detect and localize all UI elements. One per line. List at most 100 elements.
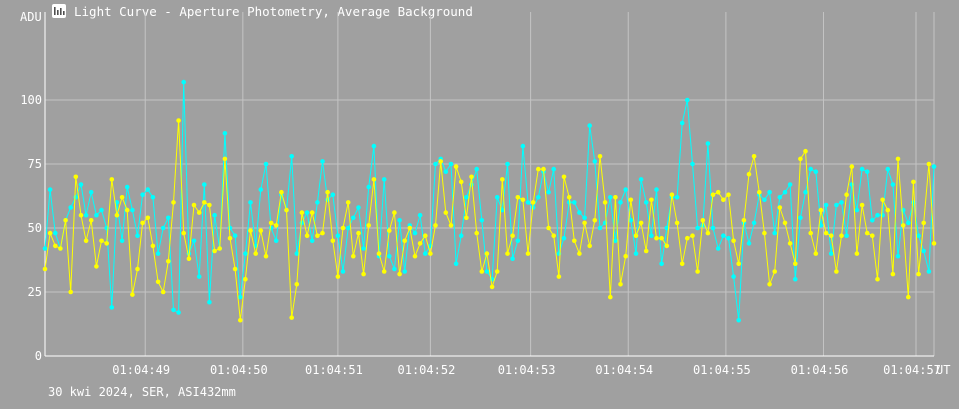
data-point-0	[227, 225, 233, 231]
chart-icon[interactable]	[52, 4, 66, 18]
data-point-1	[119, 195, 125, 200]
data-point-1	[428, 251, 433, 256]
data-point-0	[412, 230, 418, 236]
x-tick-label: 01:04:55	[693, 363, 751, 377]
data-point-1	[921, 220, 926, 226]
data-point-0	[366, 184, 372, 190]
data-point-1	[623, 253, 628, 259]
data-point-1	[469, 174, 474, 180]
data-point-0	[330, 192, 336, 197]
data-point-1	[42, 266, 48, 272]
data-point-1	[664, 243, 670, 249]
data-point-1	[140, 220, 145, 226]
data-point-0	[808, 166, 813, 172]
data-point-0	[705, 141, 711, 146]
data-point-0	[417, 212, 423, 218]
data-point-0	[248, 200, 253, 205]
data-point-1	[618, 282, 623, 287]
data-point-0	[823, 202, 829, 208]
data-point-0	[536, 195, 541, 200]
data-point-1	[381, 269, 387, 274]
data-point-1	[803, 148, 808, 154]
data-point-1	[212, 248, 217, 254]
y-tick-label: 25	[28, 285, 42, 299]
data-point-0	[875, 212, 880, 218]
data-point-1	[746, 171, 752, 177]
x-tick-label: 01:04:54	[595, 363, 653, 377]
data-point-0	[679, 120, 685, 126]
data-point-1	[243, 276, 248, 282]
data-point-1	[525, 251, 531, 256]
data-point-0	[577, 210, 582, 215]
data-point-0	[68, 205, 73, 210]
data-point-0	[109, 305, 115, 310]
data-point-0	[381, 177, 387, 182]
data-point-1	[464, 215, 469, 221]
data-point-1	[58, 246, 63, 251]
data-point-1	[895, 156, 901, 162]
data-point-0	[813, 169, 819, 174]
data-point-0	[268, 225, 274, 231]
data-point-1	[104, 241, 109, 246]
data-point-0	[885, 166, 891, 172]
data-point-1	[880, 197, 885, 203]
data-point-1	[73, 174, 79, 180]
data-point-0	[474, 166, 480, 172]
chart-grid	[45, 12, 935, 356]
data-point-0	[294, 251, 300, 256]
data-point-1	[715, 189, 721, 195]
data-point-1	[453, 164, 459, 169]
data-point-0	[916, 233, 921, 238]
data-point-1	[767, 282, 772, 287]
data-point-1	[217, 246, 222, 251]
data-point-0	[782, 189, 788, 195]
data-point-0	[546, 189, 551, 195]
data-point-0	[834, 202, 839, 208]
data-point-0	[315, 200, 320, 205]
data-point-0	[926, 269, 932, 274]
data-point-0	[484, 269, 490, 274]
data-point-0	[921, 248, 926, 254]
data-point-0	[608, 195, 613, 200]
data-point-1	[808, 230, 813, 236]
data-point-0	[155, 251, 161, 256]
data-point-0	[119, 238, 125, 244]
data-point-1	[387, 228, 392, 233]
data-point-0	[587, 123, 592, 128]
data-point-0	[659, 261, 664, 267]
data-point-1	[335, 274, 341, 279]
data-point-0	[561, 235, 567, 241]
data-point-0	[135, 233, 140, 238]
data-point-1	[890, 271, 896, 277]
data-point-1	[572, 238, 577, 244]
data-point-0	[335, 233, 341, 238]
data-point-1	[911, 179, 916, 185]
data-point-1	[505, 251, 510, 256]
data-point-1	[227, 235, 233, 241]
data-point-0	[340, 269, 346, 274]
data-point-0	[222, 131, 228, 136]
data-point-0	[150, 195, 156, 200]
data-point-0	[654, 187, 659, 192]
data-point-1	[191, 202, 197, 208]
data-point-1	[484, 251, 490, 256]
data-point-1	[659, 235, 664, 241]
data-point-0	[42, 246, 48, 251]
data-point-0	[433, 161, 438, 167]
data-point-0	[777, 195, 783, 200]
data-point-1	[253, 251, 258, 256]
data-point-1	[340, 225, 346, 231]
data-point-1	[777, 205, 783, 210]
data-point-1	[793, 261, 798, 267]
data-point-1	[834, 269, 839, 274]
data-point-1	[530, 200, 536, 205]
data-point-0	[726, 235, 731, 241]
data-point-0	[798, 215, 803, 221]
data-point-0	[525, 200, 531, 205]
data-point-1	[582, 220, 587, 226]
data-point-1	[135, 266, 140, 272]
data-point-1	[258, 228, 264, 233]
data-point-1	[438, 159, 444, 164]
data-point-1	[166, 259, 171, 264]
